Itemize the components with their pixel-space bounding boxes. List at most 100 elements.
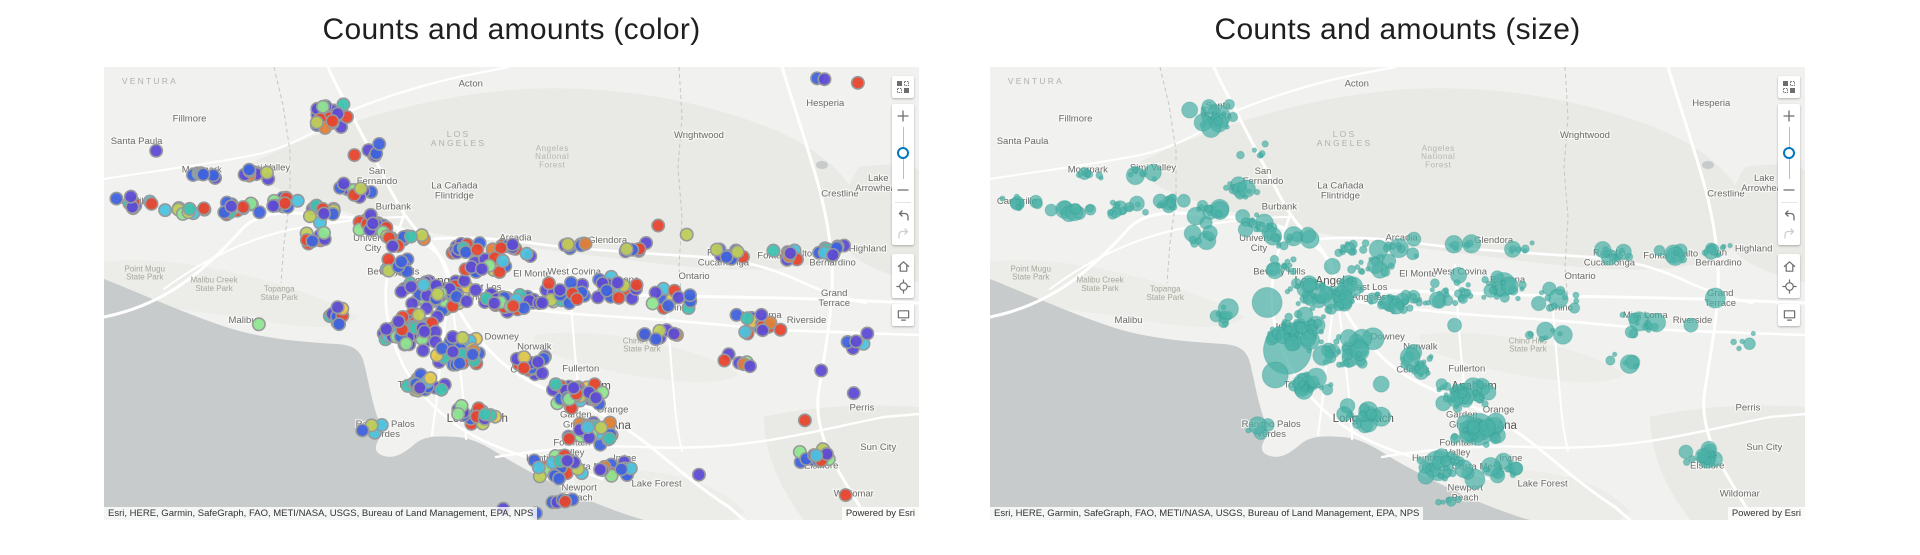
svg-text:Orange: Orange [1483, 405, 1515, 416]
map-title-color: Counts and amounts (color) [322, 13, 701, 46]
home-button[interactable] [892, 256, 914, 276]
map-controls [1778, 76, 1800, 326]
svg-text:Wrightwood: Wrightwood [1560, 130, 1610, 141]
screen-icon [897, 310, 909, 321]
svg-text:Crestline: Crestline [821, 189, 859, 200]
screen-button[interactable] [892, 306, 914, 324]
svg-text:Sun City: Sun City [1746, 442, 1782, 453]
layers-grid-icon [897, 81, 909, 93]
svg-text:Fillmore: Fillmore [1059, 113, 1093, 124]
svg-text:Perris: Perris [850, 402, 875, 413]
svg-text:Malibu: Malibu [229, 315, 257, 326]
svg-text:Highland: Highland [1735, 243, 1773, 254]
locate-icon [895, 278, 911, 294]
map-size[interactable]: VENTURA LOS ANGELES Angeles National Forest Fi… [990, 67, 1805, 520]
layers-grid-icon [1783, 81, 1795, 93]
home-icon [897, 260, 909, 272]
powered-by-esri: Powered by Esri [1727, 507, 1805, 520]
svg-text:VENTURA: VENTURA [122, 76, 178, 86]
svg-text:Acton: Acton [1345, 78, 1369, 89]
svg-text:Wrightwood: Wrightwood [674, 130, 724, 141]
layers-grid-button[interactable] [1778, 78, 1800, 96]
svg-text:Hesperia: Hesperia [1692, 98, 1731, 109]
map-controls [892, 76, 914, 326]
map-color[interactable]: VENTURA LOS ANGELES Angeles National Forest Fi… [104, 67, 919, 520]
locate-icon [1781, 278, 1797, 294]
panel-size: Counts and amounts (size) VENTURA LOS ANGE… [990, 0, 1805, 520]
controls-divider [895, 202, 911, 203]
svg-text:Santa Paula: Santa Paula [111, 136, 163, 147]
controls-divider [1781, 202, 1797, 203]
svg-text:VENTURA: VENTURA [1008, 76, 1064, 86]
undo-icon [898, 209, 909, 221]
locate-button[interactable] [892, 276, 914, 296]
zoom-slider-handle[interactable] [897, 147, 909, 159]
svg-text:Glendora: Glendora [1474, 235, 1514, 246]
redo-button[interactable] [892, 224, 914, 242]
svg-text:Fullerton: Fullerton [1448, 363, 1485, 374]
zoom-in-icon [897, 110, 909, 122]
map-title-size: Counts and amounts (size) [1214, 13, 1581, 46]
zoom-out-button[interactable] [1778, 181, 1800, 199]
svg-text:Highland: Highland [849, 243, 887, 254]
svg-text:Hesperia: Hesperia [806, 98, 845, 109]
svg-text:Fillmore: Fillmore [173, 113, 207, 124]
zoom-in-icon [1783, 110, 1795, 122]
zoom-slider[interactable] [892, 125, 914, 181]
svg-text:Santa Paula: Santa Paula [997, 136, 1049, 147]
dots-layer [999, 98, 1757, 507]
undo-button[interactable] [892, 206, 914, 224]
map-attribution: Esri, HERE, Garmin, SafeGraph, FAO, METI… [990, 507, 1424, 520]
svg-text:Malibu: Malibu [1115, 315, 1143, 326]
svg-text:West Covina: West Covina [547, 266, 601, 277]
svg-text:Riverside: Riverside [787, 315, 827, 326]
dots-layer [109, 71, 875, 520]
svg-text:Lake Forest: Lake Forest [631, 478, 682, 489]
svg-text:El Monte: El Monte [1399, 269, 1437, 280]
svg-text:Ontario: Ontario [678, 271, 709, 282]
undo-button[interactable] [1778, 206, 1800, 224]
home-icon [1783, 260, 1795, 272]
zoom-out-icon [897, 189, 909, 191]
svg-text:Perris: Perris [1736, 402, 1761, 413]
redo-icon [897, 227, 908, 239]
svg-text:Glendora: Glendora [588, 235, 628, 246]
svg-text:Burbank: Burbank [1262, 202, 1298, 213]
home-button[interactable] [1778, 256, 1800, 276]
svg-text:Ontario: Ontario [1564, 271, 1595, 282]
zoom-out-icon [1783, 189, 1795, 191]
svg-text:Sun City: Sun City [860, 442, 896, 453]
locate-button[interactable] [1778, 276, 1800, 296]
powered-by-esri: Powered by Esri [841, 507, 919, 520]
zoom-out-button[interactable] [892, 181, 914, 199]
zoom-in-button[interactable] [892, 107, 914, 125]
svg-text:Wildomar: Wildomar [1720, 488, 1760, 499]
zoom-slider-handle[interactable] [1783, 147, 1795, 159]
screen-button[interactable] [1778, 306, 1800, 324]
redo-button[interactable] [1778, 224, 1800, 242]
zoom-in-button[interactable] [1778, 107, 1800, 125]
svg-text:Fullerton: Fullerton [562, 363, 599, 374]
svg-text:El Monte: El Monte [513, 269, 551, 280]
svg-text:Acton: Acton [459, 78, 483, 89]
layers-grid-button[interactable] [892, 78, 914, 96]
panel-color: Counts and amounts (color) VENTURA LOS ANG… [104, 0, 919, 520]
zoom-slider[interactable] [1778, 125, 1800, 181]
map-attribution: Esri, HERE, Garmin, SafeGraph, FAO, METI… [104, 507, 538, 520]
svg-text:Lake Forest: Lake Forest [1517, 478, 1568, 489]
